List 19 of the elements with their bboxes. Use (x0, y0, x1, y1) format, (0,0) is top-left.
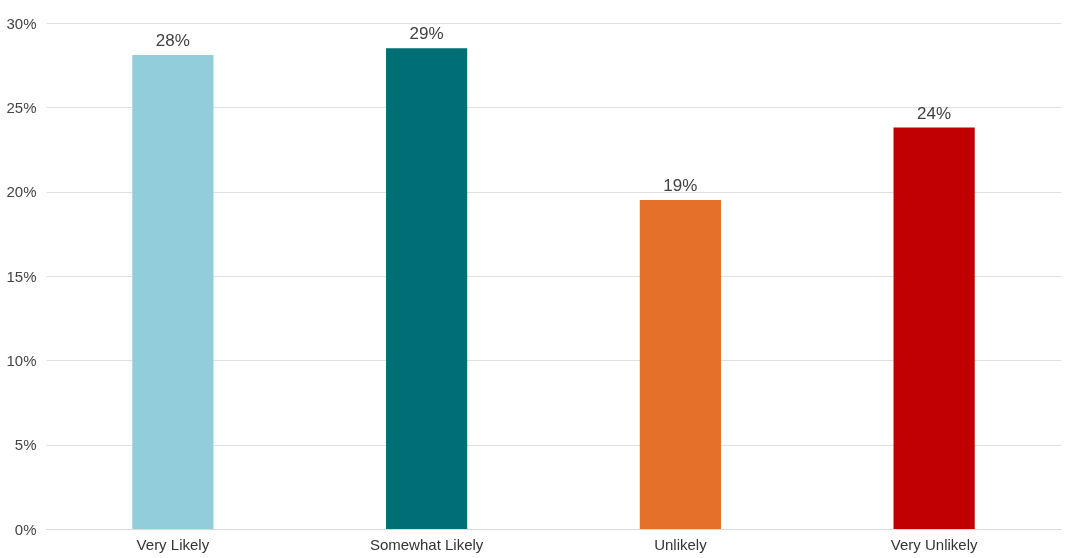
bar (132, 55, 214, 529)
y-tick-label: 15% (6, 267, 37, 285)
x-tick-label: Very Likely (136, 535, 210, 553)
y-tick-label: 30% (6, 14, 37, 32)
bar (893, 127, 975, 529)
bar (386, 48, 468, 529)
y-tick-label: 10% (6, 351, 37, 369)
y-tick-label: 25% (6, 98, 37, 116)
data-label: 19% (663, 176, 698, 196)
x-tick-label: Very Unlikely (890, 535, 978, 553)
y-tick-label: 20% (6, 183, 37, 201)
bar (639, 200, 721, 529)
y-tick-label: 5% (14, 436, 37, 454)
y-tick-label: 0% (14, 520, 37, 538)
x-tick-label: Somewhat Likely (369, 535, 484, 553)
x-tick-label: Unlikely (654, 535, 708, 553)
data-label: 29% (409, 24, 444, 44)
data-label: 24% (917, 103, 952, 123)
data-label: 28% (155, 31, 190, 51)
